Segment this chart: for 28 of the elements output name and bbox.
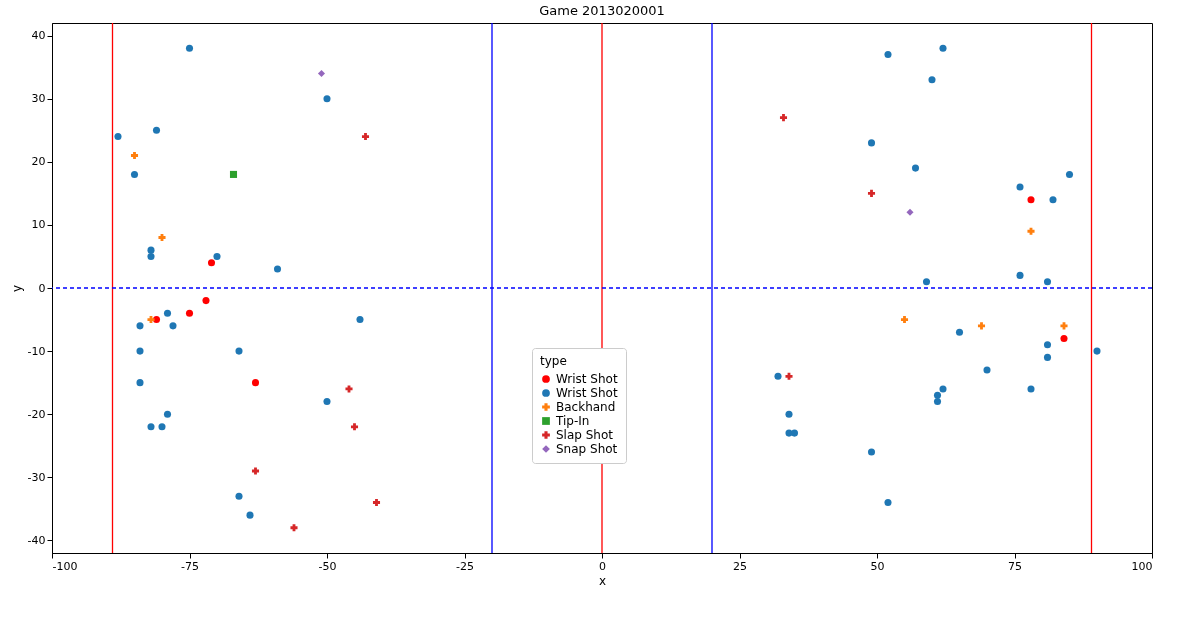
x-tick-label: -100 [52,559,78,573]
y-tick-label: 20 [31,155,46,169]
x-axis-title: x [598,573,607,588]
x-tick-label: 75 [1008,559,1022,573]
y-tick-label: -20 [27,407,46,421]
y-tick-label: 30 [31,92,46,106]
y-tick-label: -30 [27,470,46,484]
legend-label: Tip-In [555,414,590,428]
x-tick-label: -75 [181,559,199,573]
y-tick-label: 40 [31,29,46,43]
legend-label: Slap Shot [556,428,614,442]
x-tick-label: 50 [870,559,885,573]
y-tick-label: 10 [31,218,46,232]
x-tick-label: 100 [1131,559,1153,573]
x-tick-label: 25 [733,559,747,573]
legend-label: Wrist Shot [556,372,618,386]
y-tick-label: -10 [27,344,46,358]
x-tick-label: -25 [456,559,474,573]
y-tick-label: -40 [27,533,46,547]
y-axis-title: y [9,284,24,293]
legend-label: Wrist Shot [556,386,618,400]
chart-title: Game 2013020001 [539,3,665,19]
x-tick-label: -50 [318,559,337,573]
legend-label: Snap Shot [556,442,618,456]
legend-label: Backhand [556,400,616,414]
y-tick-label: 0 [38,281,46,295]
x-tick-label: 0 [599,559,606,573]
legend-title: type [540,354,567,368]
